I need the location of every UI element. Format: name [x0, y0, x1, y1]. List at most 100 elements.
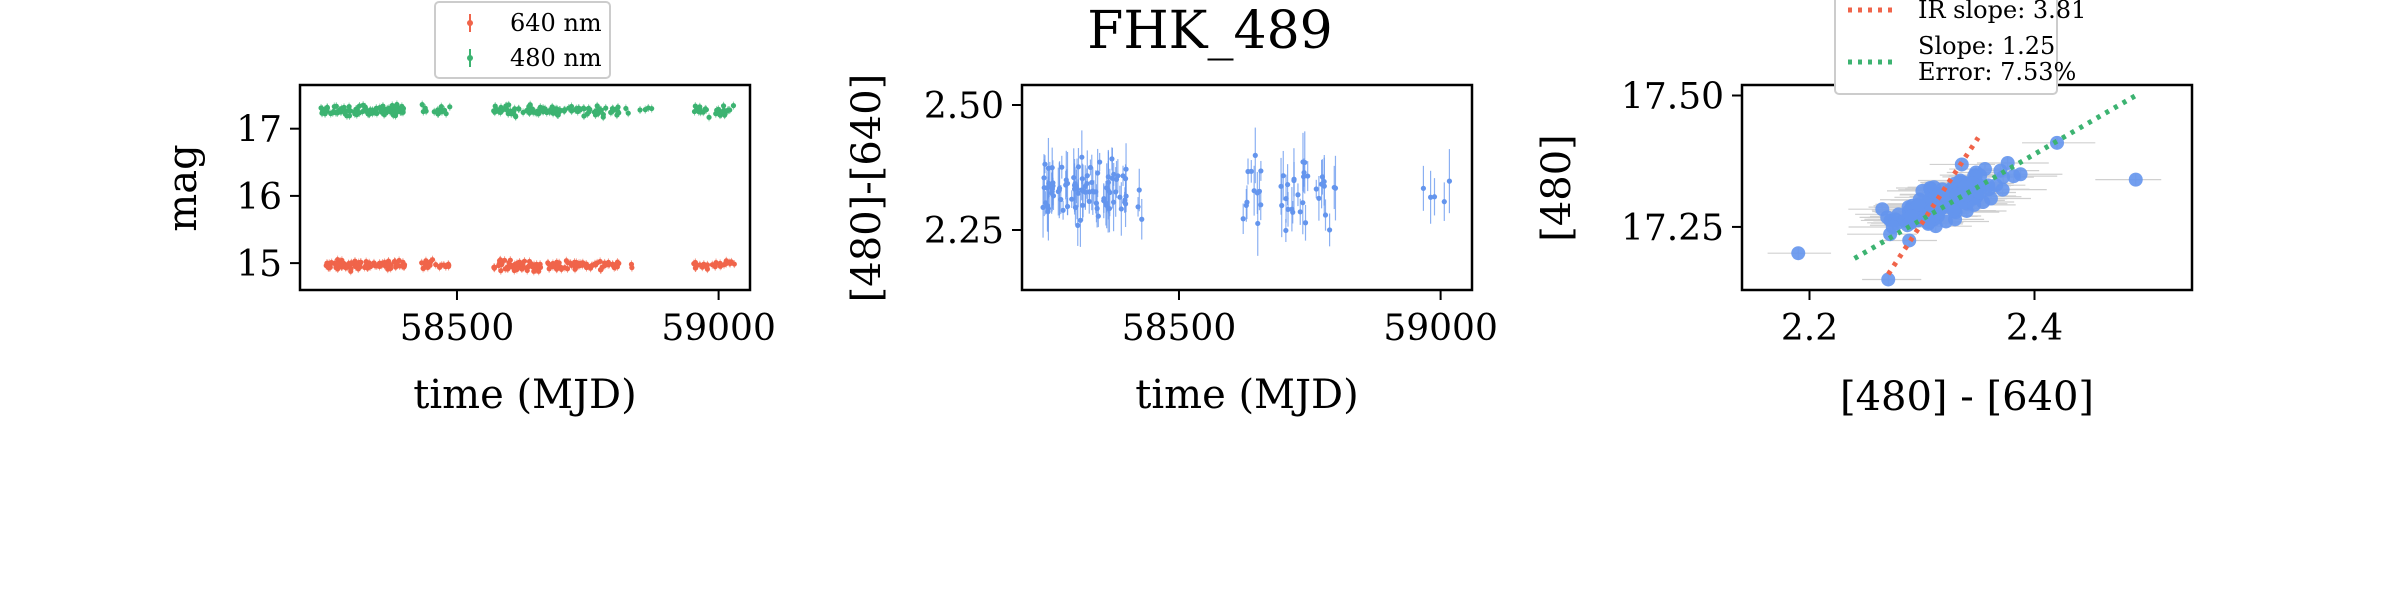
- point-640: [528, 260, 534, 266]
- legend-640-label: 640 nm: [510, 9, 602, 37]
- point-640: [348, 266, 354, 272]
- point-640: [524, 267, 530, 274]
- point-480: [400, 105, 407, 112]
- point-640: [589, 262, 595, 268]
- point-640: [514, 266, 520, 273]
- panel-1-ytick-label: 17: [236, 110, 282, 151]
- color-point: [1115, 173, 1121, 179]
- point-480: [447, 104, 453, 110]
- color-point: [1326, 227, 1333, 233]
- color-point: [1117, 194, 1123, 200]
- point-480: [504, 103, 510, 109]
- color-point: [1255, 220, 1261, 227]
- color-point: [1056, 185, 1063, 191]
- point-640: [704, 264, 710, 270]
- color-point: [1302, 220, 1309, 226]
- color-point: [1069, 196, 1075, 202]
- color-point: [1283, 196, 1289, 202]
- panel-2-xtick-label: 59000: [1383, 308, 1498, 349]
- point-640: [501, 257, 508, 263]
- point-640: [499, 261, 505, 268]
- point-480: [434, 109, 441, 115]
- panel-3-xtick-label: 2.4: [2006, 308, 2063, 349]
- point-480: [569, 108, 575, 114]
- point-640: [562, 264, 568, 271]
- point-640: [726, 259, 732, 266]
- panel-2-ticks: 58500 59000 2.25 2.50: [924, 86, 1498, 349]
- panel-2-xlabel: time (MJD): [1135, 372, 1358, 418]
- cmd-point: [1881, 272, 1896, 287]
- cmd-point: [1885, 219, 1900, 234]
- point-640: [605, 259, 612, 266]
- point-480: [516, 106, 522, 112]
- point-640: [578, 260, 584, 267]
- color-point: [1283, 227, 1289, 234]
- color-point: [1258, 168, 1264, 174]
- point-480: [495, 108, 502, 114]
- color-point: [1295, 192, 1301, 198]
- point-640: [507, 257, 513, 263]
- color-point: [1305, 173, 1311, 179]
- panel-1-legend: 640 nm 480 nm: [434, 1, 611, 79]
- panel-3-color-magnitude: 2.2 2.4 17.25 17.50 [480] - [640] [480] IR …: [1534, 0, 2194, 420]
- point-640: [420, 265, 426, 272]
- point-640: [496, 258, 503, 264]
- legend-slope-label: Slope: 1.25: [1918, 32, 2055, 60]
- point-640: [498, 268, 504, 274]
- point-640: [613, 261, 619, 267]
- point-640: [514, 260, 520, 267]
- color-point: [1049, 190, 1055, 196]
- color-point: [1084, 173, 1090, 179]
- color-point: [1075, 164, 1082, 170]
- point-480: [720, 103, 727, 109]
- point-640: [366, 260, 372, 266]
- point-640: [546, 266, 552, 272]
- point-480: [511, 108, 517, 114]
- point-480: [328, 110, 334, 117]
- point-640: [599, 264, 605, 270]
- legend-frame: [434, 1, 611, 79]
- panel-3-ytick-label: 17.25: [1621, 208, 1724, 249]
- point-480: [724, 107, 731, 114]
- color-point: [1094, 205, 1100, 212]
- point-480: [730, 103, 737, 109]
- point-640: [713, 259, 719, 266]
- legend-frame: [1834, 0, 2058, 95]
- panel-1-axes-frame: [298, 83, 752, 292]
- point-640: [425, 261, 431, 267]
- point-480: [364, 109, 371, 115]
- panel-1-xtick-label: 59000: [661, 308, 776, 349]
- panel-3-xlabel: [480] - [640]: [1840, 374, 2094, 420]
- color-point: [1248, 168, 1254, 174]
- point-640: [419, 260, 425, 266]
- cmd-point: [1902, 233, 1917, 248]
- point-640: [388, 262, 394, 268]
- point-480: [438, 104, 444, 110]
- color-point: [1240, 216, 1246, 222]
- panel-2-axes-frame: [1020, 83, 1474, 292]
- color-point: [1093, 200, 1100, 206]
- color-point: [1420, 185, 1427, 191]
- cmd-point: [2006, 169, 2021, 184]
- point-480: [419, 102, 425, 108]
- point-480: [322, 111, 328, 117]
- color-point: [1321, 183, 1327, 189]
- color-point: [1064, 180, 1070, 186]
- panel-1-plot-marks: [318, 100, 737, 276]
- color-point: [1086, 198, 1092, 205]
- point-640: [534, 261, 540, 267]
- point-480: [527, 102, 533, 108]
- point-480: [691, 108, 698, 115]
- color-point: [1291, 177, 1297, 184]
- point-480: [337, 107, 343, 113]
- color-point: [1104, 185, 1110, 191]
- color-point: [1279, 202, 1285, 209]
- color-point: [1431, 194, 1438, 200]
- panel-3-plot-marks: [1767, 93, 2162, 287]
- color-point: [1082, 183, 1088, 189]
- cmd-point: [1911, 197, 1926, 212]
- point-480: [368, 109, 375, 115]
- panel-1-ytick-label: 15: [236, 244, 282, 285]
- color-point: [1101, 198, 1107, 204]
